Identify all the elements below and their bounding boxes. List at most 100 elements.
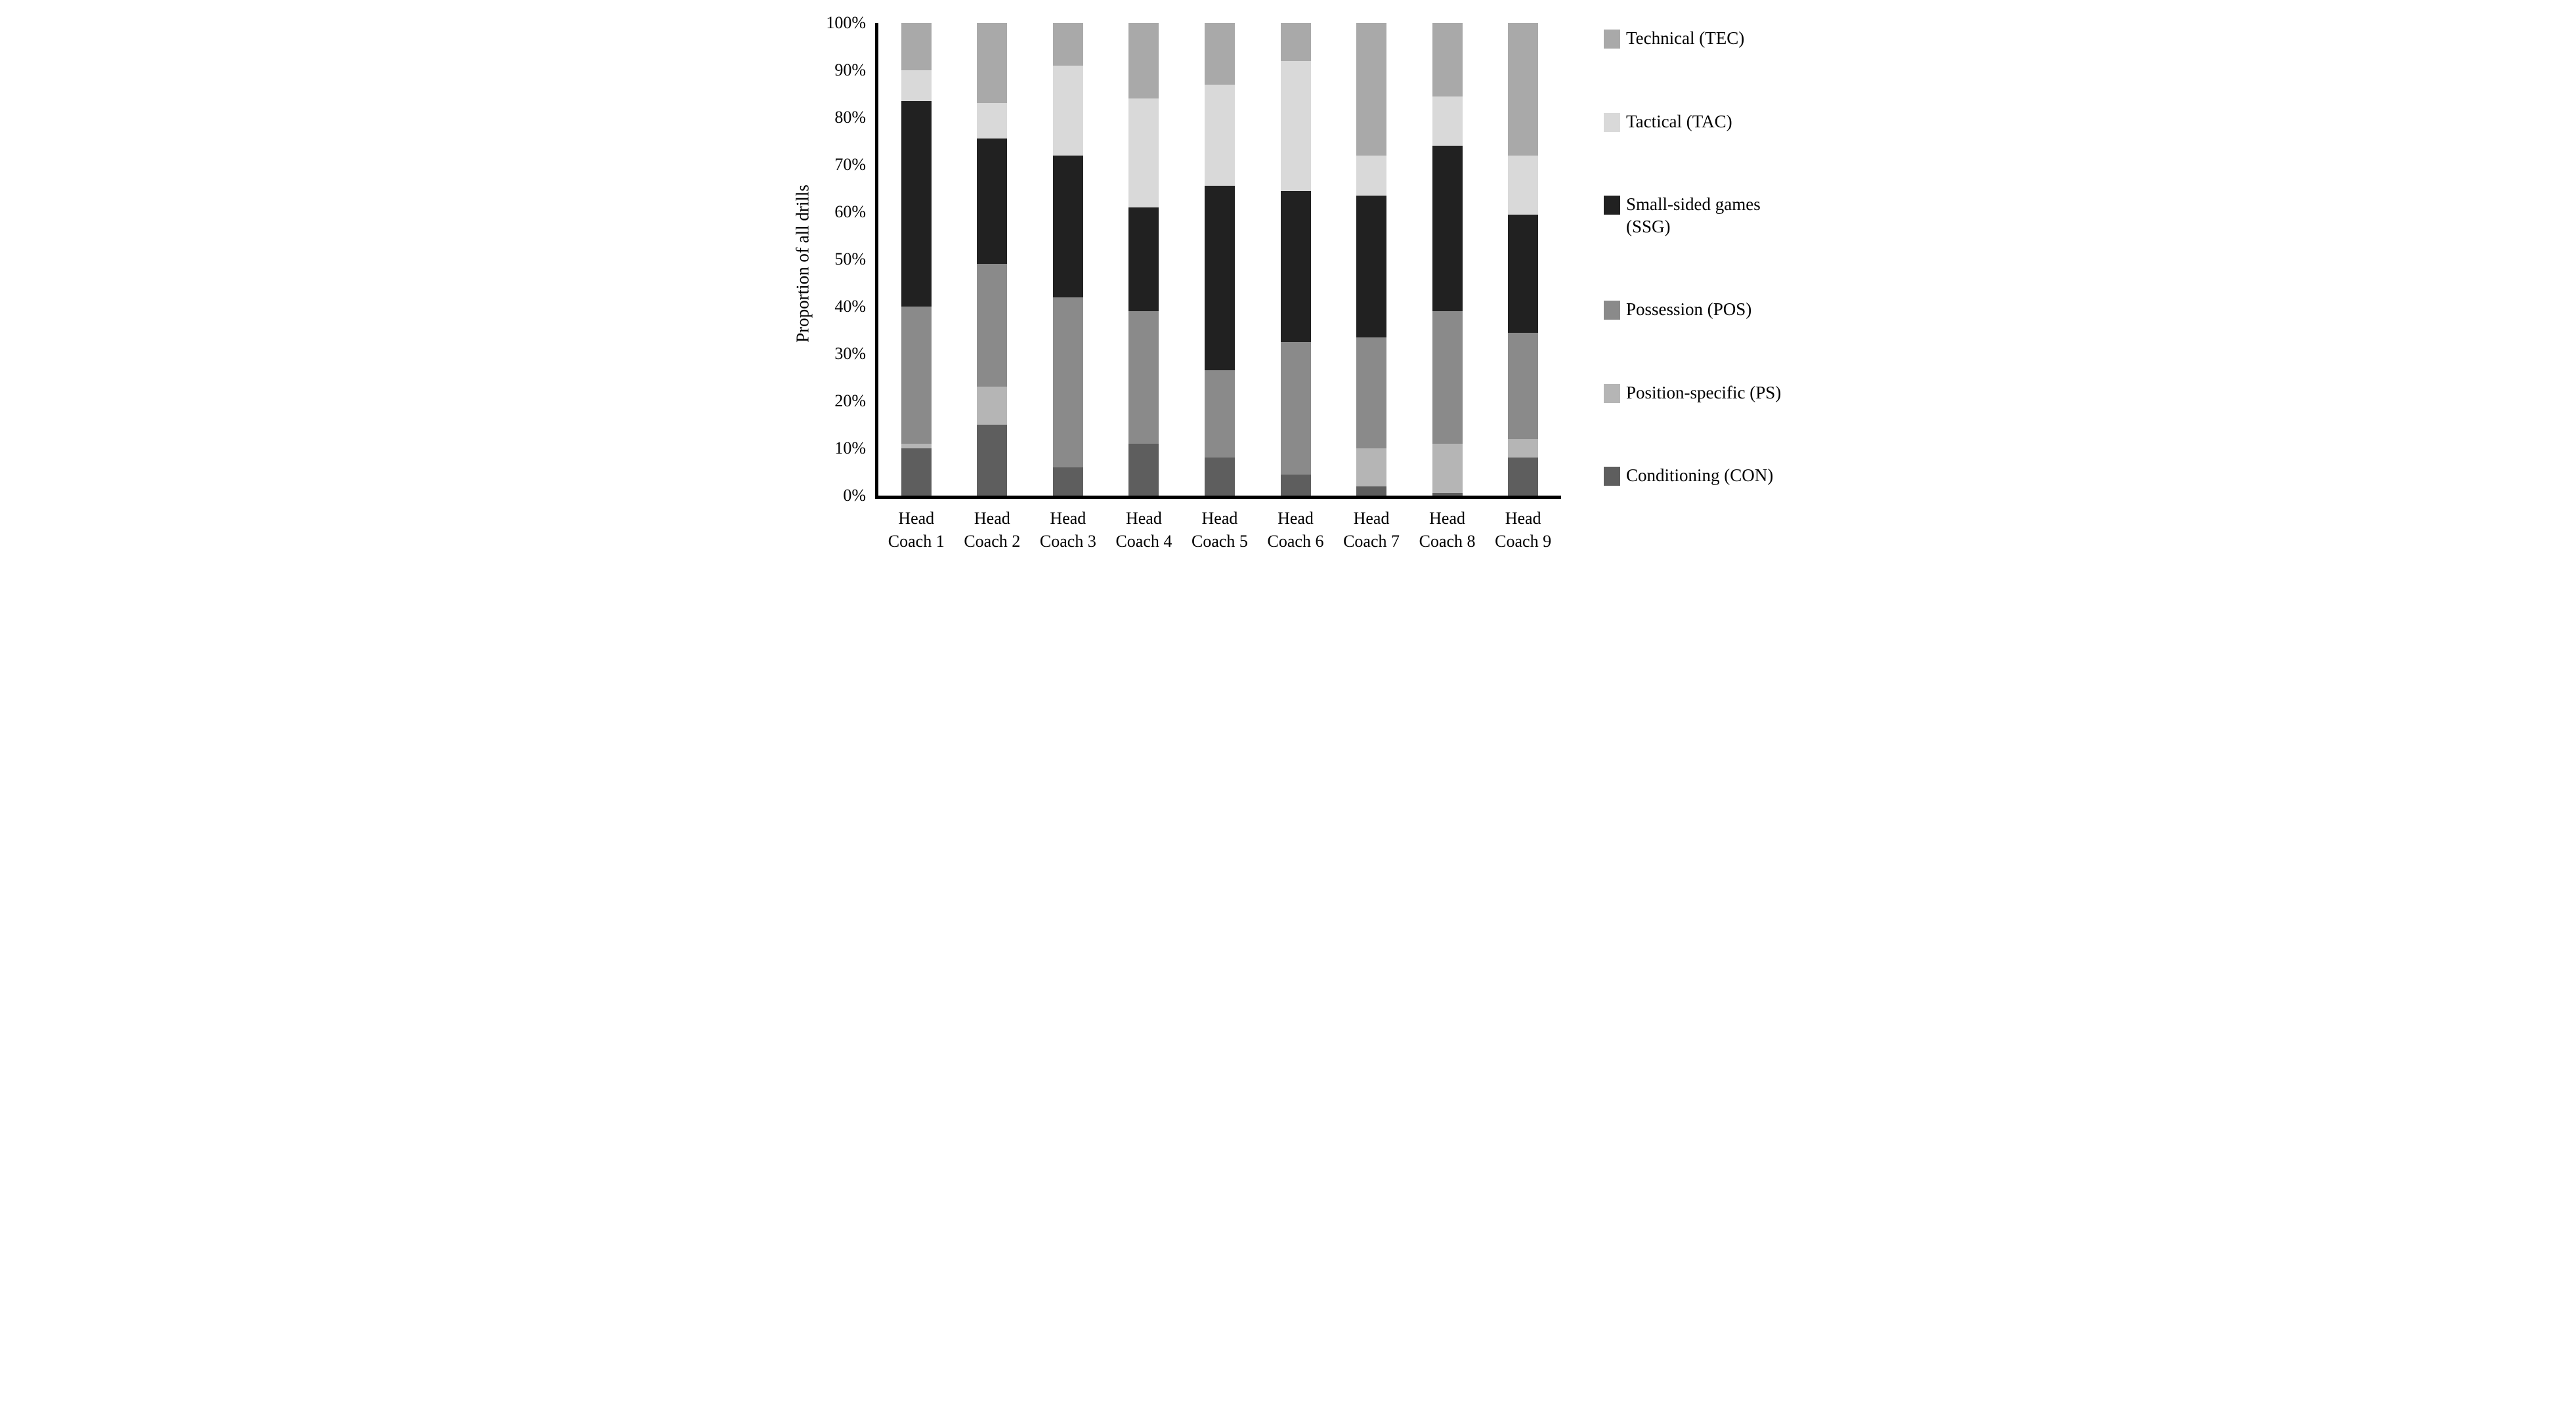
bar-segment	[1204, 186, 1235, 371]
legend-item: Position-specific (PS)	[1604, 382, 1798, 404]
bar-segment	[1432, 96, 1463, 146]
stacked-bar	[1128, 23, 1159, 496]
y-tick-label: 40%	[834, 297, 866, 316]
bar-segment	[1356, 337, 1387, 449]
bar-segment	[1204, 370, 1235, 458]
bar-segment	[977, 103, 1008, 139]
bar-segment	[1280, 60, 1311, 191]
bar-segment	[1508, 332, 1539, 439]
x-axis-category-label: Head Coach 8	[1419, 509, 1476, 551]
bar-segment	[901, 307, 932, 444]
stacked-bar	[977, 23, 1008, 496]
bar-segment	[977, 387, 1008, 425]
plot-area	[875, 23, 1561, 499]
bar-segment	[1204, 23, 1235, 85]
bar-segment	[901, 70, 932, 101]
bar-segment	[1508, 214, 1539, 333]
bar-segment	[1128, 98, 1159, 207]
legend-swatch-icon	[1604, 30, 1620, 49]
legend-swatch-icon	[1604, 467, 1620, 486]
stacked-bar	[1052, 23, 1083, 496]
bar-segment	[901, 100, 932, 307]
legend-label: Position-specific (PS)	[1626, 382, 1782, 402]
x-axis-category-label: Head Coach 4	[1115, 509, 1172, 551]
legend-item: Conditioning (CON)	[1604, 465, 1798, 487]
x-axis-category-label: Head Coach 7	[1343, 509, 1400, 551]
legend: Technical (TEC) Tactical (TAC) Small-sided…	[1604, 28, 1798, 487]
y-tick-label: 10%	[834, 438, 866, 458]
x-axis-category-label: Head Coach 5	[1191, 509, 1248, 551]
legend-item: Possession (POS)	[1604, 299, 1798, 321]
bar-segment	[1432, 23, 1463, 96]
bar-segment	[1508, 458, 1539, 496]
legend-label: Small-sided games (SSG)	[1626, 194, 1761, 236]
legend-label: Possession (POS)	[1626, 299, 1752, 320]
legend-swatch-icon	[1604, 112, 1620, 132]
y-tick-label: 50%	[834, 249, 866, 268]
stacked-bar-chart-figure: Proportion of all drills 0% 10% 20% 30% 40% 5…	[773, 0, 1803, 564]
bar-segment	[1128, 443, 1159, 496]
bar-segment	[1280, 190, 1311, 343]
bar-segment	[1356, 23, 1387, 156]
y-axis-ticks: 0% 10% 20% 30% 40% 50% 60% 70% 80% 90% 100%	[773, 14, 866, 504]
bar-segment	[1052, 297, 1083, 467]
bar-segment	[1052, 467, 1083, 496]
legend-label: Technical (TEC)	[1626, 28, 1745, 48]
legend-swatch-icon	[1604, 196, 1620, 215]
x-axis-category-label: Head Coach 1	[888, 509, 945, 551]
bar-segment	[977, 23, 1008, 104]
y-tick-label: 90%	[834, 60, 866, 79]
legend-label: Tactical (TAC)	[1626, 111, 1732, 131]
bar-segment	[1280, 474, 1311, 496]
bar-segment	[977, 264, 1008, 387]
legend-label: Conditioning (CON)	[1626, 465, 1774, 486]
bar-segment	[1432, 493, 1463, 496]
bar-segment	[901, 443, 932, 448]
y-tick-label: 0%	[843, 486, 866, 505]
y-tick-label: 100%	[826, 13, 866, 32]
y-tick-label: 80%	[834, 108, 866, 127]
bar-segment	[1052, 65, 1083, 156]
x-axis-category-label: Head Coach 9	[1495, 509, 1552, 551]
y-tick-label: 70%	[834, 155, 866, 174]
bar-segment	[1280, 342, 1311, 475]
bar-segment	[1052, 23, 1083, 66]
bars-container	[878, 23, 1561, 496]
y-tick-label: 30%	[834, 344, 866, 363]
bar-segment	[1204, 84, 1235, 186]
bar-segment	[1508, 23, 1539, 156]
bar-segment	[901, 448, 932, 496]
bar-segment	[1432, 146, 1463, 312]
y-tick-label: 60%	[834, 202, 866, 221]
bar-segment	[1128, 207, 1159, 312]
legend-item: Tactical (TAC)	[1604, 111, 1798, 133]
bar-segment	[1432, 311, 1463, 444]
y-tick-label: 20%	[834, 391, 866, 410]
stacked-bar	[1432, 23, 1463, 496]
bar-segment	[1204, 458, 1235, 496]
stacked-bar	[901, 23, 932, 496]
bar-segment	[1128, 311, 1159, 444]
bar-segment	[1356, 486, 1387, 496]
bar-segment	[1052, 155, 1083, 297]
legend-item: Technical (TEC)	[1604, 28, 1798, 50]
legend-swatch-icon	[1604, 383, 1620, 403]
legend-item: Small-sided games (SSG)	[1604, 194, 1798, 238]
x-axis-category-label: Head Coach 3	[1039, 509, 1096, 551]
bar-segment	[1432, 443, 1463, 494]
x-axis-labels: Head Coach 1 Head Coach 2 Head Coach 3 Head Coa…	[878, 507, 1561, 553]
x-axis-category-label: Head Coach 2	[964, 509, 1021, 551]
bar-segment	[1356, 195, 1387, 337]
bar-segment	[1280, 23, 1311, 61]
legend-swatch-icon	[1604, 301, 1620, 320]
stacked-bar	[1280, 23, 1311, 496]
bar-segment	[1128, 23, 1159, 99]
stacked-bar	[1356, 23, 1387, 496]
stacked-bar	[1508, 23, 1539, 496]
bar-segment	[1356, 155, 1387, 196]
bar-segment	[1508, 155, 1539, 215]
bar-segment	[1356, 448, 1387, 486]
bar-segment	[977, 425, 1008, 496]
stacked-bar	[1204, 23, 1235, 496]
x-axis-category-label: Head Coach 6	[1267, 509, 1324, 551]
